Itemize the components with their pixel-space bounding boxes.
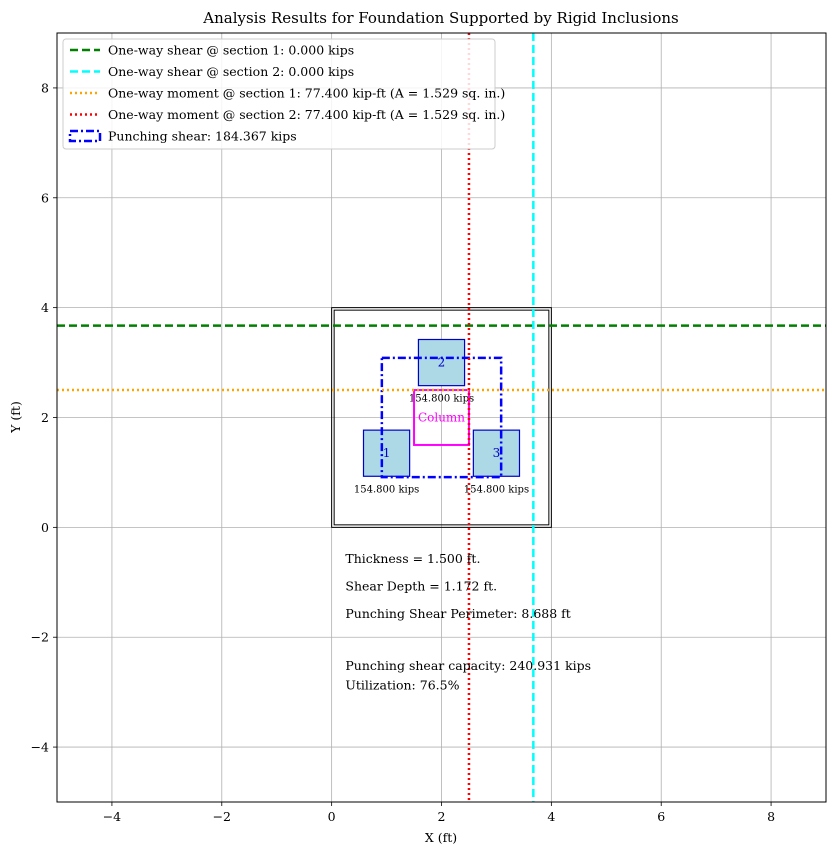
inclusion-id-label: 3: [493, 446, 501, 460]
inclusion-3: [472, 429, 521, 477]
y-tick-label: 6: [41, 190, 49, 205]
inclusion-2: [417, 338, 466, 387]
y-tick-label: 8: [41, 80, 49, 95]
inclusion-load-label: 154.800 kips: [354, 484, 419, 495]
x-tick-label: −4: [103, 809, 121, 824]
punching-shear-perimeter: [380, 356, 503, 479]
inclusion-id-label: 1: [383, 446, 391, 460]
y-tick-label: 4: [41, 300, 49, 315]
x-tick-label: 2: [438, 809, 446, 824]
y-axis-label: Y (ft): [8, 401, 23, 434]
legend-entry: One-way shear @ section 1: 0.000 kips: [108, 43, 354, 58]
x-tick-label: 0: [328, 809, 336, 824]
axis-ticks: −4 −2 0 2 4 6 8 −4 −2 0 2 4 6 8: [31, 80, 776, 824]
x-tick-label: 4: [547, 809, 555, 824]
chart-title: Analysis Results for Foundation Supporte…: [202, 9, 678, 27]
plot-layer: 1 154.800 kips 2 154.800 kips 3 154.800 kips C…: [331, 307, 552, 528]
inclusion-id-label: 2: [438, 356, 446, 370]
annotation-text: Shear Depth = 1.172 ft.: [345, 579, 497, 594]
inclusion-1: [362, 429, 411, 477]
legend-entry: Punching shear: 184.367 kips: [108, 129, 297, 144]
x-axis-label: X (ft): [425, 830, 457, 845]
legend: One-way shear @ section 1: 0.000 kips One…: [62, 38, 505, 150]
annotation-text: Thickness = 1.500 ft.: [345, 551, 480, 566]
foundation-outline: [331, 307, 552, 528]
y-tick-label: −2: [31, 630, 49, 645]
column-outline: [413, 389, 470, 446]
x-tick-label: 6: [657, 809, 665, 824]
inclusion-load-label: 154.800 kips: [464, 484, 529, 495]
annotation-text: Punching Shear Perimeter: 8.688 ft: [345, 606, 570, 621]
legend-entry: One-way shear @ section 2: 0.000 kips: [108, 64, 354, 79]
y-tick-label: −4: [31, 740, 49, 755]
x-tick-label: −2: [213, 809, 231, 824]
inclusion-load-label: 154.800 kips: [409, 394, 474, 405]
legend-box: [62, 38, 496, 150]
x-tick-label: 8: [767, 809, 775, 824]
foundation-inner-outline: [333, 309, 550, 526]
column-label: Column: [418, 411, 465, 425]
reference-lines: [57, 33, 826, 802]
y-tick-label: 2: [41, 410, 49, 425]
annotation-text: Punching shear capacity: 240.931 kips: [345, 658, 591, 673]
annotation-text: Utilization: 76.5%: [345, 677, 459, 692]
legend-entry: One-way moment @ section 1: 77.400 kip-f…: [108, 86, 505, 101]
y-tick-label: 0: [41, 520, 49, 535]
legend-swatch-4: [68, 129, 102, 143]
legend-entry: One-way moment @ section 2: 77.400 kip-f…: [108, 107, 505, 122]
annotations: Thickness = 1.500 ft. Shear Depth = 1.172…: [345, 551, 591, 692]
